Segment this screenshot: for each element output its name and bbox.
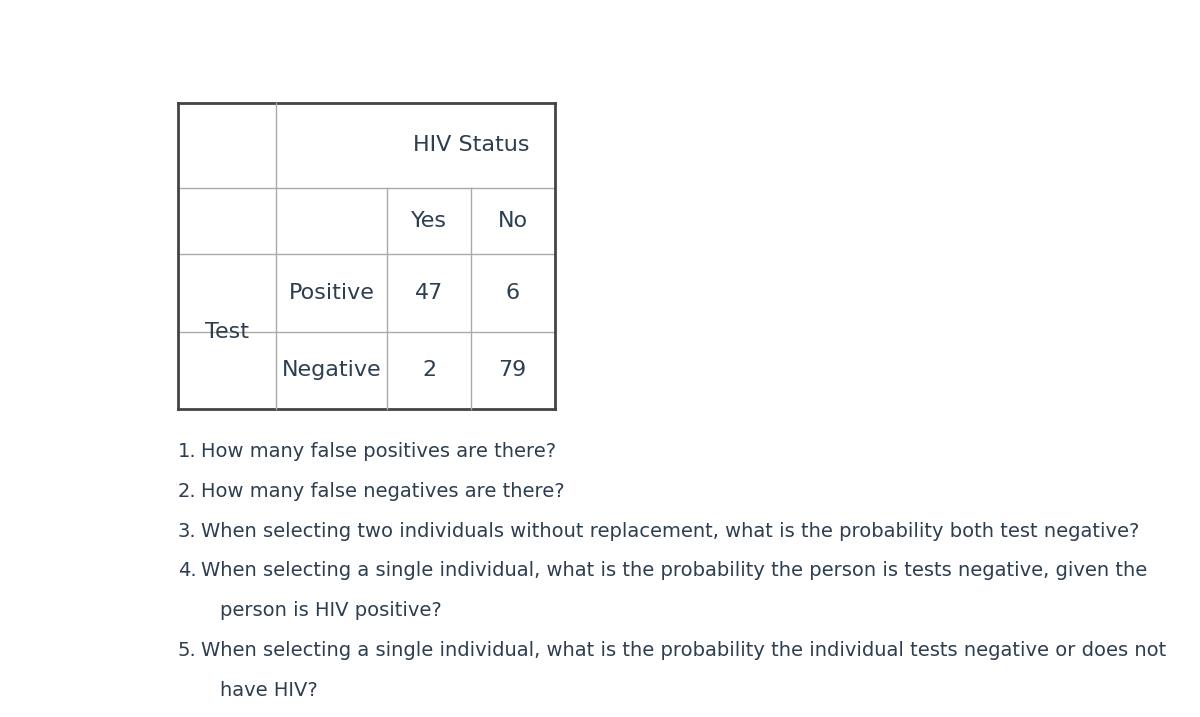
Text: 2: 2	[422, 361, 436, 380]
Text: Negative: Negative	[282, 361, 382, 380]
Text: When selecting a single individual, what is the probability the individual tests: When selecting a single individual, what…	[202, 641, 1166, 660]
Text: When selecting a single individual, what is the probability the person is tests : When selecting a single individual, what…	[202, 561, 1147, 580]
Text: 47: 47	[415, 283, 443, 303]
Text: No: No	[498, 212, 528, 232]
Text: How many false positives are there?: How many false positives are there?	[202, 442, 557, 461]
Text: Yes: Yes	[410, 212, 446, 232]
Text: 1.: 1.	[178, 442, 197, 461]
Text: 3.: 3.	[178, 522, 197, 541]
Text: have HIV?: have HIV?	[220, 680, 318, 700]
Text: Positive: Positive	[288, 283, 374, 303]
Text: 4.: 4.	[178, 561, 197, 580]
Text: When selecting two individuals without replacement, what is the probability both: When selecting two individuals without r…	[202, 522, 1140, 541]
Text: 5.: 5.	[178, 641, 197, 660]
Text: 79: 79	[498, 361, 527, 380]
Text: 2.: 2.	[178, 482, 197, 501]
Text: How many false negatives are there?: How many false negatives are there?	[202, 482, 565, 501]
Text: Test: Test	[205, 322, 248, 342]
Text: person is HIV positive?: person is HIV positive?	[220, 601, 442, 620]
Text: HIV Status: HIV Status	[413, 136, 529, 156]
Text: 6: 6	[505, 283, 520, 303]
